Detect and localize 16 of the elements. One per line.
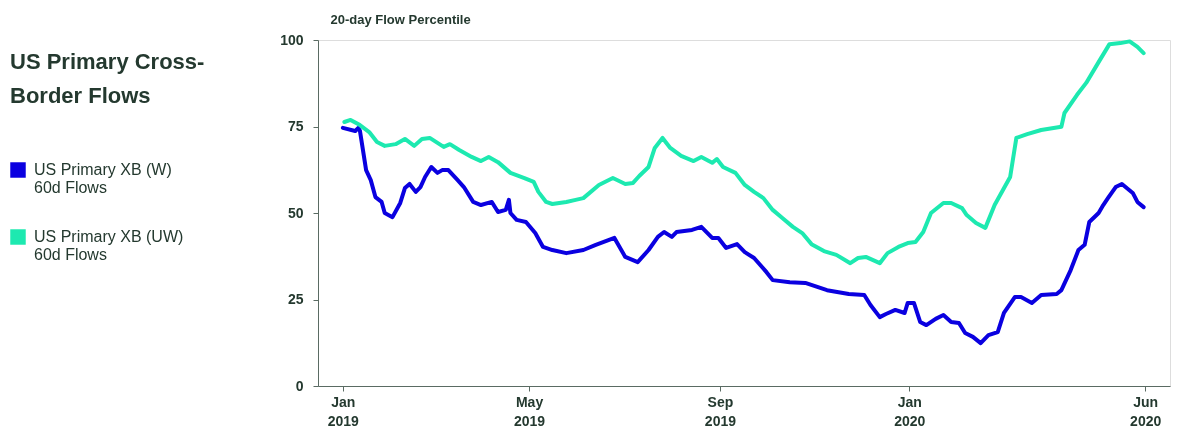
x-tick-label: Jan 2019	[327, 393, 360, 429]
x-tick-label: Sep 2019	[704, 393, 737, 429]
line-series	[340, 125, 1146, 346]
y-axis-title: 20-day Flow Percentile	[330, 11, 471, 27]
legend-label: US Primary XB (UW) 60d Flows	[34, 228, 184, 263]
y-tick-label: 25	[287, 291, 304, 307]
x-tick-label: Jan 2020	[894, 393, 926, 429]
y-tick-label: 100	[280, 31, 304, 48]
legend-label: US Primary XB (W) 60d Flows	[34, 161, 172, 196]
x-tick-label: May 2019	[513, 393, 546, 429]
text: US Primary Cross-Border Flows	[10, 49, 205, 108]
x-tick-label: Jun 2020	[1130, 393, 1162, 429]
y-tick-label: 75	[287, 118, 304, 134]
y-tick-label: 50	[287, 204, 304, 221]
line-series	[342, 39, 1146, 266]
y-tick-label: 0	[295, 377, 304, 394]
